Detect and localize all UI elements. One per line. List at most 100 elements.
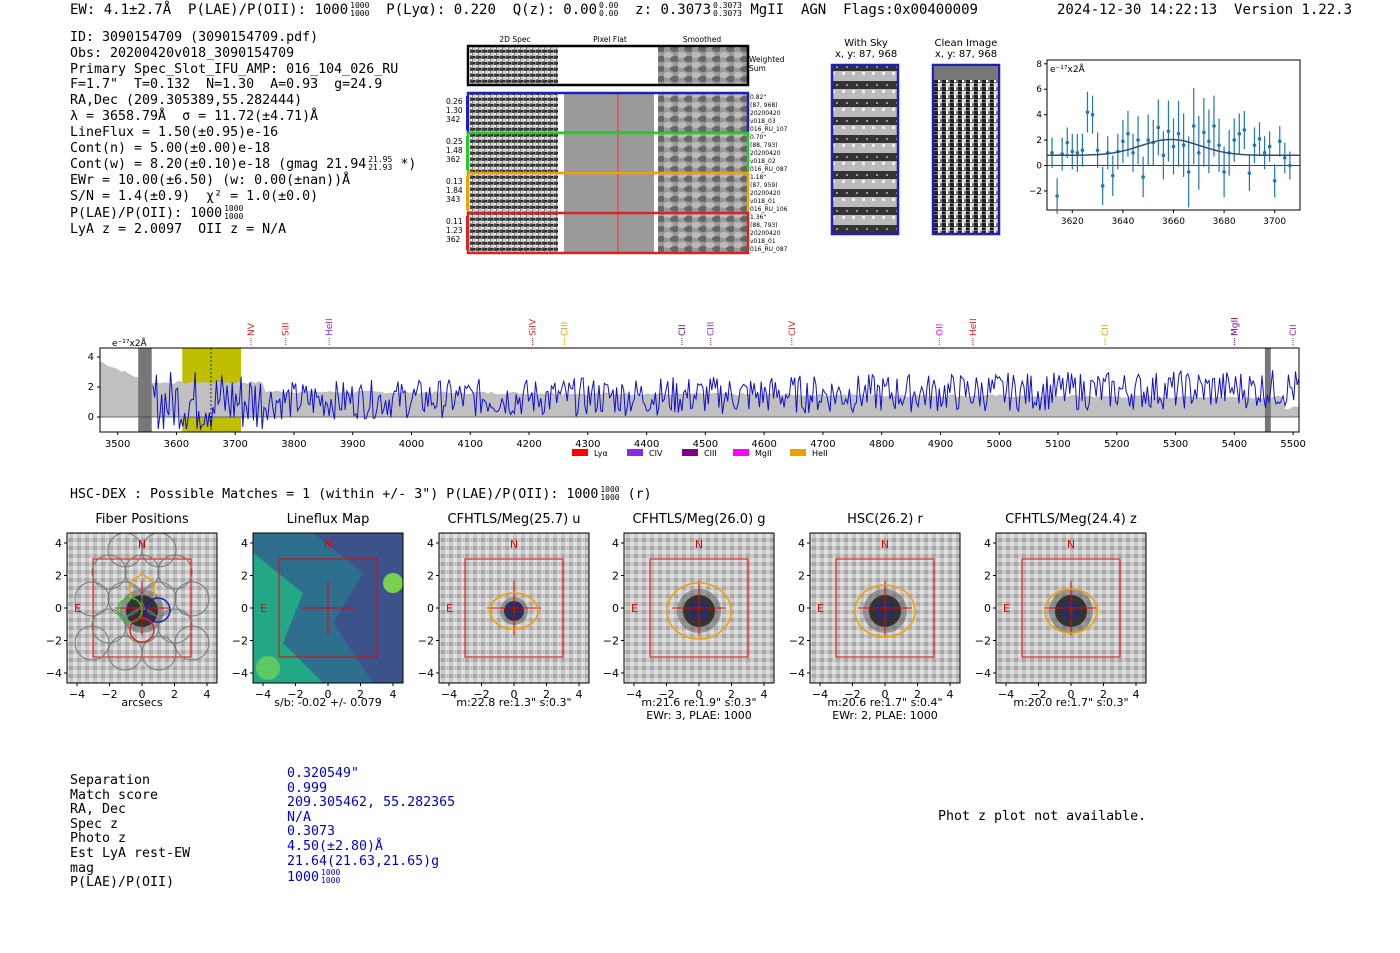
fit-point bbox=[1267, 144, 1272, 149]
spec-line-label: CIV bbox=[788, 320, 798, 336]
fit-point bbox=[1252, 143, 1257, 147]
panel-ytick: 2 bbox=[427, 570, 434, 583]
spec-line-label: CII bbox=[1101, 324, 1111, 336]
panel-ytick: 4 bbox=[984, 537, 991, 550]
fit-point bbox=[1277, 139, 1282, 144]
row-meta-text: 0.82" bbox=[750, 94, 766, 101]
panel-xtick: 2 bbox=[728, 688, 735, 700]
legend-swatch bbox=[572, 449, 588, 456]
legend-swatch bbox=[627, 449, 643, 456]
east-label: E bbox=[74, 602, 81, 615]
fit-point bbox=[1283, 156, 1287, 160]
panel-xtick: 2 bbox=[914, 688, 921, 700]
panel-xtick: −4 bbox=[812, 688, 828, 700]
spec-xtick: 3800 bbox=[281, 439, 306, 450]
panel-ytick: 0 bbox=[798, 602, 805, 615]
row-weight-text: 362 bbox=[446, 235, 461, 244]
spec-xtick: 4700 bbox=[810, 439, 835, 450]
fit-point bbox=[1191, 124, 1196, 128]
fit-point bbox=[1156, 125, 1161, 130]
panel-title-u: CFHTLS/Meg(25.7) u bbox=[447, 512, 581, 527]
clean-image-title: Clean Image x, y: 87, 968 bbox=[934, 38, 998, 60]
spec-xtick: 3900 bbox=[340, 439, 365, 450]
row-meta-text: 1.36" bbox=[750, 214, 766, 221]
sum-label: Sum bbox=[749, 64, 766, 73]
spec-xtick: 3700 bbox=[222, 439, 247, 450]
weighted-sum-row: Weighted Sum bbox=[466, 44, 785, 87]
spec-ytick: 4 bbox=[88, 352, 94, 363]
fit-point bbox=[1085, 110, 1090, 114]
fit-point bbox=[1050, 150, 1054, 155]
fit-point bbox=[1141, 175, 1145, 179]
image-panel-lineflux: N E 4 2 0 −2 −4 −4 −2 0 2 4 bbox=[232, 532, 404, 700]
panel-xtick: −2 bbox=[658, 688, 674, 700]
spec-xtick: 5400 bbox=[1222, 439, 1247, 450]
fit-point bbox=[1100, 184, 1105, 188]
image-panel-r: N E 4 2 0 −2 −4 −4 −2 0 2 4 bbox=[789, 532, 961, 700]
panel-xtick: −4 bbox=[626, 688, 642, 700]
panel-xtick: −2 bbox=[287, 688, 303, 700]
fit-point bbox=[1181, 143, 1186, 147]
detection-info: ID: 3090154709 (3090154709.pdf) Obs: 202… bbox=[70, 30, 417, 237]
east-label: E bbox=[631, 602, 638, 615]
summary-value: 0.999 bbox=[287, 780, 328, 796]
fit-point bbox=[1197, 150, 1201, 155]
panel-xtick: 4 bbox=[390, 688, 397, 700]
panel-caption: m:21.6 re:1.9" s:0.3" bbox=[641, 696, 757, 709]
fit-ytick: 0 bbox=[1036, 162, 1042, 172]
image-panel-u: N E 4 2 0 −2 −4 −4 −2 0 2 4 bbox=[418, 532, 590, 700]
panel-xtick: 0 bbox=[1068, 688, 1075, 700]
fit-point bbox=[1207, 139, 1211, 144]
image-panel-z: N E 4 2 0 −2 −4 −4 −2 0 2 4 bbox=[975, 532, 1147, 700]
summary-label: Spec z bbox=[70, 816, 119, 832]
row-meta-text: (88, 793) bbox=[750, 222, 778, 229]
spec-mask-right bbox=[1264, 348, 1271, 432]
summary-value: 1000 1000 1000 bbox=[287, 868, 341, 886]
fit-ytick: 6 bbox=[1036, 85, 1042, 95]
fit-point bbox=[1110, 173, 1115, 178]
panel-ytick: 0 bbox=[241, 602, 248, 615]
fit-unit-label: e⁻¹⁷x2Å bbox=[1050, 63, 1086, 75]
panel-ytick: 2 bbox=[984, 570, 991, 583]
panel-ytick: 4 bbox=[798, 537, 805, 550]
panel-xtick: 0 bbox=[511, 688, 518, 700]
spec-line-label: SiIV bbox=[529, 318, 539, 336]
panel-xtick: 4 bbox=[1133, 688, 1140, 700]
fit-ytick: 4 bbox=[1036, 111, 1042, 121]
panel-ytick: −2 bbox=[975, 635, 991, 648]
panel-xtick: 4 bbox=[947, 688, 954, 700]
panel-ytick: −2 bbox=[46, 635, 62, 648]
summary-label: Est LyA rest-EW bbox=[70, 845, 191, 861]
panel-ytick: −2 bbox=[232, 635, 248, 648]
fit-point bbox=[1070, 149, 1075, 154]
panel-xtick: 0 bbox=[882, 688, 889, 700]
row-meta-text: v018_01 bbox=[750, 198, 776, 205]
row-meta-text: 016_RU_087 bbox=[750, 166, 788, 173]
spec-xtick: 5200 bbox=[1104, 439, 1129, 450]
row-meta-text: 20200420 bbox=[750, 190, 781, 197]
spec-line-label: CII bbox=[678, 324, 688, 336]
row-weight-text: 343 bbox=[446, 195, 461, 204]
row-meta-text: 20200420 bbox=[750, 230, 781, 237]
spec-line-label: CIII bbox=[560, 322, 570, 336]
panel-ytick: −4 bbox=[46, 667, 62, 680]
panel-ytick: 0 bbox=[612, 602, 619, 615]
panel-ytick: 2 bbox=[612, 570, 619, 583]
panel-ytick: 2 bbox=[798, 570, 805, 583]
fit-point bbox=[1075, 150, 1080, 155]
spec-xtick: 4500 bbox=[693, 439, 718, 450]
spec-xtick: 4200 bbox=[516, 439, 541, 450]
image-panel-fiber: N E 4 2 0 −2 −4 −4 −2 0 2 4 bbox=[46, 532, 218, 700]
fit-ytick: 8 bbox=[1036, 60, 1042, 70]
panel-caption: m:20.0 re:1.7" s:0.3" bbox=[1013, 696, 1129, 709]
panel-ytick: −4 bbox=[418, 667, 434, 680]
spec-xtick: 4400 bbox=[634, 439, 659, 450]
spec-xtick: 4600 bbox=[751, 439, 776, 450]
panel-ytick: 4 bbox=[55, 537, 62, 550]
panel-caption-2: EWr: 3, PLAE: 1000 bbox=[646, 709, 752, 722]
summary-label: RA, Dec bbox=[70, 802, 127, 818]
panel-xtick: 2 bbox=[357, 688, 364, 700]
fit-point bbox=[1262, 150, 1267, 155]
